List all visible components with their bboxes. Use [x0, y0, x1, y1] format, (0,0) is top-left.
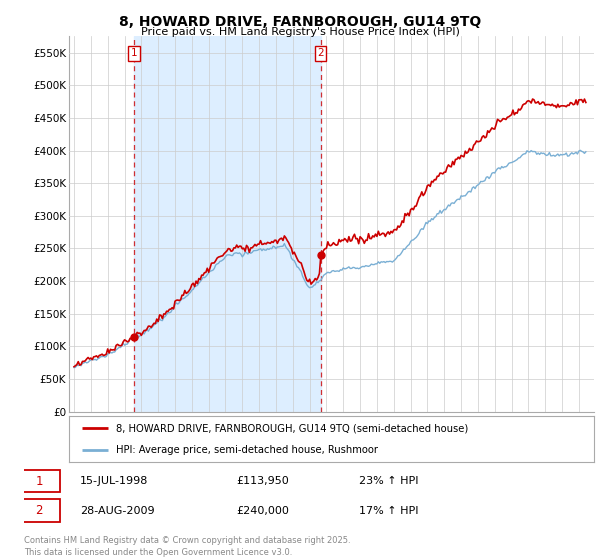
Text: HPI: Average price, semi-detached house, Rushmoor: HPI: Average price, semi-detached house,… — [116, 445, 378, 455]
Text: £240,000: £240,000 — [236, 506, 289, 516]
Bar — [134, 36, 320, 412]
Text: 23% ↑ HPI: 23% ↑ HPI — [359, 476, 418, 486]
Text: 2: 2 — [317, 48, 324, 58]
Text: £113,950: £113,950 — [236, 476, 289, 486]
Text: 28-AUG-2009: 28-AUG-2009 — [80, 506, 154, 516]
Text: 1: 1 — [35, 475, 43, 488]
Text: Price paid vs. HM Land Registry's House Price Index (HPI): Price paid vs. HM Land Registry's House … — [140, 27, 460, 37]
Text: 2: 2 — [35, 504, 43, 517]
FancyBboxPatch shape — [19, 500, 60, 522]
Text: 17% ↑ HPI: 17% ↑ HPI — [359, 506, 418, 516]
Text: 8, HOWARD DRIVE, FARNBOROUGH, GU14 9TQ (semi-detached house): 8, HOWARD DRIVE, FARNBOROUGH, GU14 9TQ (… — [116, 423, 469, 433]
Text: 15-JUL-1998: 15-JUL-1998 — [80, 476, 148, 486]
Text: 1: 1 — [130, 48, 137, 58]
Text: Contains HM Land Registry data © Crown copyright and database right 2025.
This d: Contains HM Land Registry data © Crown c… — [24, 536, 350, 557]
Text: 8, HOWARD DRIVE, FARNBOROUGH, GU14 9TQ: 8, HOWARD DRIVE, FARNBOROUGH, GU14 9TQ — [119, 15, 481, 29]
FancyBboxPatch shape — [19, 470, 60, 492]
